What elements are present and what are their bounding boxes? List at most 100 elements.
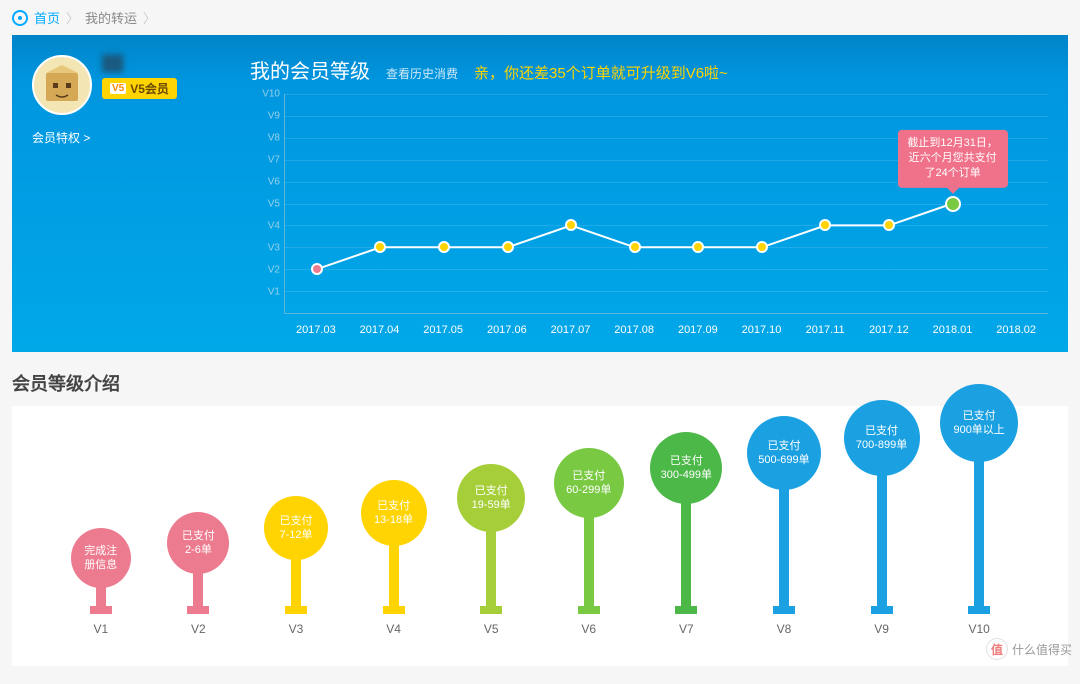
- chart-point[interactable]: [945, 196, 961, 212]
- badge-level: V5: [110, 83, 126, 94]
- level-item: 已支付13-18单V4: [355, 480, 433, 636]
- level-stem: [486, 529, 496, 607]
- level-stem: [584, 515, 594, 607]
- level-head: 已支付19-59单: [457, 464, 525, 532]
- y-axis-label: V4: [268, 221, 280, 232]
- chart-point[interactable]: [374, 241, 386, 253]
- level-head: 已支付700-899单: [844, 400, 920, 476]
- level-head: 已支付60-299单: [554, 448, 624, 518]
- level-stem: [389, 543, 399, 607]
- y-axis-label: V8: [268, 133, 280, 144]
- level-base: [187, 606, 209, 614]
- y-axis-label: V9: [268, 111, 280, 122]
- x-axis-label: 2017.09: [678, 324, 718, 336]
- x-axis-label: 2017.03: [296, 324, 336, 336]
- level-stem: [974, 459, 984, 607]
- chart-title: 我的会员等级: [250, 55, 370, 84]
- level-item: 完成注册信息V1: [62, 528, 140, 636]
- chart-point[interactable]: [502, 241, 514, 253]
- y-axis-label: V3: [268, 243, 280, 254]
- chevron-right-icon: 〉: [143, 8, 156, 27]
- level-label: V5: [484, 622, 499, 636]
- breadcrumb: 首页 〉 我的转运 〉: [0, 0, 1080, 35]
- profile-block: ██ V5 V5会员 会员特权 >: [32, 55, 232, 344]
- level-label: V7: [679, 622, 694, 636]
- level-item: 已支付300-499单 V7: [647, 432, 725, 636]
- user-name: ██: [102, 55, 177, 72]
- chart-point[interactable]: [565, 219, 577, 231]
- level-intro: 会员等级介绍 完成注册信息V1已支付2-6单V2已支付7-12单V3已支付13-…: [12, 370, 1068, 666]
- level-stem: [681, 501, 691, 607]
- breadcrumb-home[interactable]: 首页: [34, 8, 60, 27]
- y-axis-label: V10: [262, 89, 280, 100]
- chart-point[interactable]: [883, 219, 895, 231]
- grid-line: [285, 225, 1048, 226]
- level-base: [578, 606, 600, 614]
- level-label: V2: [191, 622, 206, 636]
- y-axis-label: V6: [268, 177, 280, 188]
- x-axis-label: 2017.07: [551, 324, 591, 336]
- y-axis-label: V7: [268, 155, 280, 166]
- level-base: [480, 606, 502, 614]
- privilege-link[interactable]: 会员特权 >: [32, 129, 232, 146]
- level-base: [968, 606, 990, 614]
- x-axis-label: 2017.10: [742, 324, 782, 336]
- x-axis-label: 2017.12: [869, 324, 909, 336]
- watermark-text: 什么值得买: [1012, 641, 1072, 658]
- level-head: 已支付300-499单: [650, 432, 722, 504]
- level-lollipops: 完成注册信息V1已支付2-6单V2已支付7-12单V3已支付13-18单V4已支…: [12, 406, 1068, 666]
- level-item: 已支付7-12单 V3: [257, 496, 335, 636]
- level-item: 已支付500-699单 V8: [745, 416, 823, 636]
- level-label: V8: [777, 622, 792, 636]
- level-base: [675, 606, 697, 614]
- level-head: 已支付2-6单: [167, 512, 229, 574]
- y-axis-label: V5: [268, 199, 280, 210]
- level-stem: [193, 571, 203, 607]
- x-axis-label: 2017.04: [360, 324, 400, 336]
- chart-point[interactable]: [819, 219, 831, 231]
- x-axis-label: 2017.05: [423, 324, 463, 336]
- x-axis-label: 2018.01: [933, 324, 973, 336]
- home-icon: [12, 10, 28, 26]
- chart-area: 我的会员等级 查看历史消费 亲，你还差35个订单就可升级到V6啦~ V1V2V3…: [250, 55, 1048, 344]
- avatar: [32, 55, 92, 115]
- level-label: V3: [289, 622, 304, 636]
- chart-point[interactable]: [438, 241, 450, 253]
- x-axis-label: 2017.06: [487, 324, 527, 336]
- level-base: [871, 606, 893, 614]
- level-label: V9: [874, 622, 889, 636]
- line-chart: V1V2V3V4V5V6V7V8V9V10 截止到12月31日，近六个月您共支付…: [250, 94, 1048, 344]
- level-item: 已支付60-299单 V6: [550, 448, 628, 636]
- breadcrumb-current[interactable]: 我的转运: [85, 8, 137, 27]
- member-badge: V5 V5会员: [102, 78, 177, 99]
- y-axis-label: V1: [268, 287, 280, 298]
- level-stem: [877, 473, 887, 607]
- chevron-right-icon: 〉: [66, 8, 79, 27]
- level-label: V6: [581, 622, 596, 636]
- grid-line: [285, 269, 1048, 270]
- level-stem: [96, 585, 106, 607]
- watermark-icon: 值: [986, 638, 1008, 660]
- chart-tooltip: 截止到12月31日，近六个月您共支付了24个订单: [898, 129, 1008, 187]
- member-panel: ██ V5 V5会员 会员特权 > 我的会员等级 查看历史消费 亲，你还差35个…: [12, 35, 1068, 352]
- level-base: [90, 606, 112, 614]
- chart-point[interactable]: [311, 263, 323, 275]
- chart-point[interactable]: [629, 241, 641, 253]
- grid-line: [285, 116, 1048, 117]
- chart-point[interactable]: [756, 241, 768, 253]
- level-base: [383, 606, 405, 614]
- level-head: 已支付500-699单: [747, 416, 821, 490]
- level-item: 已支付19-59单 V5: [452, 464, 530, 636]
- x-axis-label: 2018.02: [996, 324, 1036, 336]
- level-stem: [291, 557, 301, 607]
- level-head: 完成注册信息: [71, 528, 131, 588]
- badge-text: V5会员: [130, 80, 169, 97]
- upgrade-hint: 亲，你还差35个订单就可升级到V6啦~: [474, 62, 728, 83]
- chart-point[interactable]: [692, 241, 704, 253]
- level-item: 已支付2-6单 V2: [159, 512, 237, 636]
- level-stem: [779, 487, 789, 607]
- history-link[interactable]: 查看历史消费: [386, 65, 458, 82]
- grid-line: [285, 291, 1048, 292]
- level-head: 已支付7-12单: [264, 496, 328, 560]
- level-head: 已支付900单以上: [940, 384, 1018, 462]
